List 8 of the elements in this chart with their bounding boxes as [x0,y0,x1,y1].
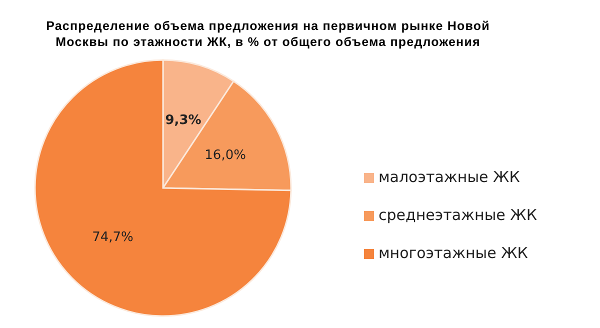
data-label: 74,7% [92,230,134,245]
chart-title: Распределение объема предложения на первичном рынке Новой Москвы по этажности ЖК, в % от общего объема предложения [45,18,491,50]
data-label: 9,3% [165,113,202,128]
pie-slice [34,59,292,317]
data-label: 16,0% [204,148,246,163]
legend-label: малоэтажные ЖК [378,168,520,186]
legend-label: многоэтажные ЖК [378,244,528,262]
legend-label: среднеэтажные ЖК [378,206,537,224]
